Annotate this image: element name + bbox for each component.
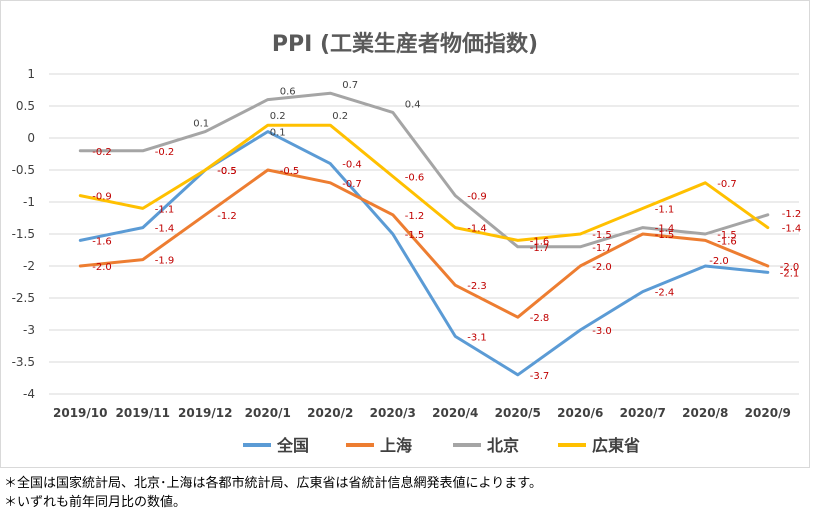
- data-label: -2.8: [530, 313, 550, 324]
- data-label: -0.5: [280, 166, 300, 177]
- data-label: -1.6: [92, 236, 112, 247]
- data-label: 0.4: [405, 99, 421, 110]
- data-label: -2.0: [780, 262, 800, 273]
- data-label: -1.5: [655, 230, 675, 241]
- data-label: -1.7: [592, 243, 612, 254]
- data-label: -2.0: [592, 262, 612, 273]
- data-label: -2.4: [655, 288, 675, 299]
- data-label: 0.7: [342, 80, 358, 91]
- x-tick-label: 2020/7: [620, 406, 666, 420]
- x-tick-label: 2019/12: [178, 406, 232, 420]
- data-label: -0.7: [342, 179, 362, 190]
- y-tick-label: -3: [23, 323, 35, 337]
- x-axis: 2019/10 2019/11 2019/12 2020/1 2020/2 2020/3 2…: [53, 406, 791, 420]
- y-tick-label: -1.5: [12, 227, 35, 241]
- series-line-guangdong: [78, 123, 770, 242]
- data-label: -0.4: [342, 160, 362, 171]
- x-tick-label: 2019/10: [53, 406, 107, 420]
- data-label: 0.6: [280, 87, 296, 98]
- data-label: -0.9: [92, 192, 112, 203]
- data-label: -1.2: [405, 211, 425, 222]
- data-label: -1.5: [405, 230, 425, 241]
- y-tick-label: 0: [27, 131, 35, 145]
- ppi-line-chart: PPI (工業生産者物価指数) 1 0.5 0 -0.5 -1 -1.5 -2 -2.5 -3 -…: [12, 31, 802, 455]
- series-line-beijing: [78, 91, 770, 249]
- data-label: -0.2: [155, 147, 175, 158]
- data-label: -3.0: [592, 326, 612, 337]
- data-label: -1.4: [655, 224, 675, 235]
- data-label: -0.6: [405, 172, 425, 183]
- footnote-source: ＊全国は国家統計局、北京･上海は各都市統計局、広東省は省統計信息網発表値によりま…: [4, 476, 542, 491]
- data-label: -2.0: [92, 262, 112, 273]
- data-label: -1.2: [217, 211, 237, 222]
- y-tick-label: -2.5: [12, 291, 35, 305]
- data-label: -1.4: [467, 224, 487, 235]
- data-label: 0.1: [270, 128, 286, 139]
- data-label: -1.4: [155, 224, 175, 235]
- x-tick-label: 2020/8: [682, 406, 728, 420]
- data-label: -1.9: [155, 256, 175, 267]
- data-label: -2.0: [709, 256, 729, 267]
- data-label: -1.7: [530, 243, 550, 254]
- x-tick-label: 2019/11: [116, 406, 170, 420]
- y-tick-label: -1: [23, 195, 35, 209]
- data-label: -3.7: [530, 371, 550, 382]
- footnotes: ＊全国は国家統計局、北京･上海は各都市統計局、広東省は省統計信息網発表値によりま…: [4, 474, 820, 512]
- series-line-zenkoku: [78, 130, 770, 377]
- series-lines: [78, 91, 770, 377]
- x-tick-label: 2020/6: [557, 406, 603, 420]
- y-axis: 1 0.5 0 -0.5 -1 -1.5 -2 -2.5 -3 -3.5 -4: [12, 67, 35, 401]
- data-label: -0.5: [217, 166, 237, 177]
- data-label: -1.1: [655, 204, 675, 215]
- chart-title: PPI (工業生産者物価指数): [272, 31, 538, 57]
- legend: 全国 上海 北京 広東省: [243, 436, 640, 455]
- data-label: 0.2: [270, 111, 286, 122]
- legend-label: 北京: [487, 436, 519, 455]
- data-label: -1.1: [155, 204, 175, 215]
- data-label: -1.6: [717, 236, 737, 247]
- x-tick-label: 2020/1: [245, 406, 291, 420]
- data-label: -0.9: [467, 192, 487, 203]
- y-tick-label: -4: [23, 387, 35, 401]
- data-label: -0.7: [717, 179, 737, 190]
- data-label: -0.5: [217, 166, 237, 177]
- y-tick-label: 1: [27, 67, 35, 81]
- data-label: -1.4: [782, 224, 802, 235]
- x-tick-label: 2020/9: [745, 406, 791, 420]
- x-tick-label: 2020/3: [370, 406, 416, 420]
- y-tick-label: 0.5: [16, 99, 35, 113]
- series-line-shanghai: [78, 168, 770, 319]
- data-label: -1.5: [592, 230, 612, 241]
- y-tick-label: -3.5: [12, 355, 35, 369]
- data-label: 0.1: [193, 119, 209, 130]
- data-label: -1.5: [717, 230, 737, 241]
- data-label: -0.2: [92, 147, 112, 158]
- x-tick-label: 2020/2: [307, 406, 353, 420]
- data-label: -2.1: [780, 268, 800, 279]
- data-label: -3.1: [467, 332, 487, 343]
- footnote-yoy: ＊いずれも前年同月比の数値。: [4, 495, 187, 510]
- y-tick-label: -2: [23, 259, 35, 273]
- data-label: -2.3: [467, 281, 487, 292]
- data-label: -1.2: [782, 209, 802, 220]
- x-tick-label: 2020/5: [495, 406, 541, 420]
- y-tick-label: -0.5: [12, 163, 35, 177]
- legend-label: 広東省: [592, 436, 640, 455]
- data-labels: -1.6 -1.4 -0.5 0.1 -0.4 -1.5 -3.1 -3.7 -3.0 -2.4 -…: [92, 80, 801, 382]
- x-tick-label: 2020/4: [432, 406, 478, 420]
- data-label: 0.2: [332, 111, 348, 122]
- data-label: -1.6: [530, 236, 550, 247]
- legend-label: 全国: [276, 436, 309, 455]
- chart-frame: PPI (工業生産者物価指数) 1 0.5 0 -0.5 -1 -1.5 -2 -2.5 -3 -…: [0, 0, 810, 468]
- legend-label: 上海: [380, 436, 412, 455]
